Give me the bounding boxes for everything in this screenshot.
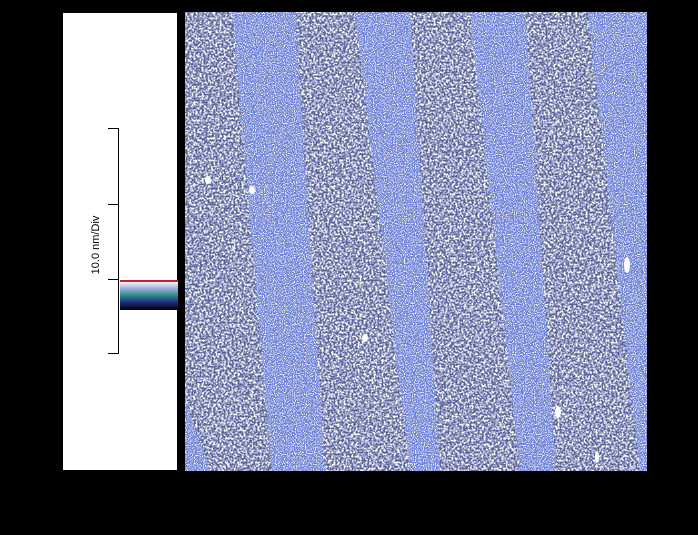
afm-image <box>185 12 647 471</box>
x-axis-label: 20.00 <box>617 485 651 501</box>
scale-panel <box>62 12 178 471</box>
color-bar <box>120 281 178 310</box>
scale-label: 10.0 nm/Div <box>90 215 102 274</box>
x-axis-label: 0.00 <box>173 485 199 501</box>
scale-ruler <box>108 128 119 354</box>
x-axis-label: 10.00 <box>396 485 430 501</box>
x-axis-unit: µm <box>657 485 678 501</box>
